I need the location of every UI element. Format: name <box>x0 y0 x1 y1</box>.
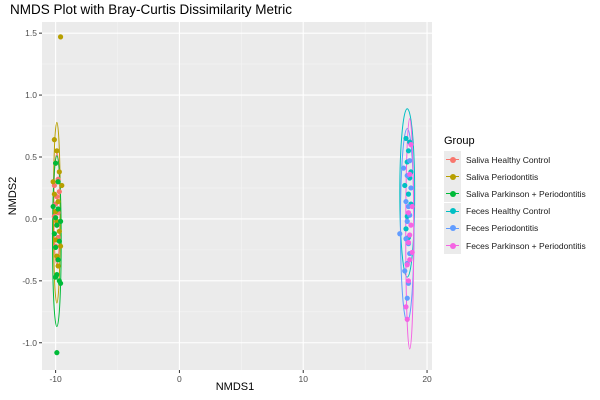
y-tick-label: 1.0 <box>25 90 37 100</box>
x-tick-label: 10 <box>299 374 309 384</box>
y-tick-label: -1.0 <box>22 338 37 348</box>
data-point <box>50 179 56 185</box>
data-point <box>50 203 56 210</box>
y-tick-label: -0.5 <box>22 276 37 286</box>
data-point <box>405 203 412 210</box>
legend-items: Saliva Healthy Control Saliva Periodontit… <box>444 151 586 255</box>
legend-label: Feces Healthy Control <box>466 206 551 217</box>
data-point <box>405 148 412 154</box>
data-point <box>57 218 64 224</box>
y-tick-label: 0.5 <box>25 152 37 162</box>
y-tick-label: 1.5 <box>25 28 37 38</box>
legend-label: Saliva Parkinson + Periodontitis <box>466 188 586 199</box>
legend-dot <box>449 208 456 215</box>
data-point <box>408 222 414 228</box>
data-point <box>51 231 57 237</box>
legend-item: Feces Healthy Control <box>444 202 586 220</box>
data-point <box>57 280 64 286</box>
data-point <box>56 238 62 244</box>
legend-key <box>444 185 461 203</box>
data-point <box>59 182 65 189</box>
confidence-ellipse <box>405 118 415 350</box>
data-point <box>53 244 59 250</box>
data-point <box>56 189 62 195</box>
x-tick-label: 20 <box>422 374 432 384</box>
legend-key <box>444 202 461 220</box>
data-point <box>57 34 64 40</box>
data-point <box>408 185 414 191</box>
data-point <box>55 206 61 212</box>
plot-panel <box>42 22 432 370</box>
legend-item: Feces Parkinson + Periodontitis <box>444 237 586 255</box>
chart-title: NMDS Plot with Bray-Curtis Dissimilarity… <box>10 2 293 17</box>
data-point <box>53 215 59 221</box>
data-point <box>404 218 410 224</box>
data-point <box>409 203 415 210</box>
y-axis-label: NMDS2 <box>7 176 19 216</box>
data-point <box>54 222 60 228</box>
data-point <box>57 243 64 249</box>
data-point <box>55 179 61 185</box>
data-point <box>54 350 60 356</box>
legend-item: Feces Periodontitis <box>444 219 586 237</box>
legend-dot <box>449 173 456 180</box>
legend-key <box>444 237 461 255</box>
data-point <box>51 191 57 197</box>
legend-key <box>444 168 461 186</box>
data-point <box>405 191 412 197</box>
data-point <box>56 228 62 234</box>
legend-label: Feces Periodontitis <box>466 223 539 234</box>
data-point <box>53 160 59 166</box>
data-point <box>405 239 412 246</box>
data-point <box>407 232 413 238</box>
data-point <box>407 158 413 164</box>
legend-item: Saliva Parkinson + Periodontitis <box>444 185 586 203</box>
data-point <box>408 142 414 148</box>
data-point <box>403 304 409 310</box>
data-point <box>53 274 59 280</box>
data-point <box>397 231 403 237</box>
data-point <box>403 236 409 242</box>
data-point <box>55 198 61 205</box>
data-point <box>403 135 409 142</box>
data-point <box>407 171 413 177</box>
data-point <box>55 263 61 269</box>
x-axis-label: NMDS1 <box>215 381 255 393</box>
legend-dot <box>449 225 456 232</box>
legend-key <box>444 151 461 169</box>
data-point <box>402 182 408 189</box>
data-point <box>409 249 415 255</box>
legend-dot <box>449 156 456 163</box>
data-point <box>403 198 409 205</box>
legend-dot <box>449 242 456 249</box>
data-point <box>54 148 60 154</box>
data-point <box>400 165 407 171</box>
data-point <box>55 257 61 263</box>
data-point <box>56 169 62 175</box>
data-point <box>404 295 410 301</box>
confidence-ellipse <box>399 108 416 278</box>
legend-key <box>444 219 461 237</box>
legend-title: Group <box>444 135 475 147</box>
data-point <box>405 210 412 216</box>
legend-label: Feces Parkinson + Periodontitis <box>466 240 586 251</box>
legend-label: Saliva Periodontitis <box>466 171 539 182</box>
legend-item: Saliva Healthy Control <box>444 151 586 169</box>
x-tick-label: -10 <box>49 374 62 384</box>
legend-dot <box>449 190 456 197</box>
x-tick-label: 0 <box>177 374 182 384</box>
data-point <box>403 226 409 232</box>
legend-item: Saliva Periodontitis <box>444 168 586 186</box>
legend-label: Saliva Healthy Control <box>466 154 551 165</box>
y-tick-label: 0.0 <box>25 214 37 224</box>
data-point <box>51 137 57 143</box>
data-point <box>404 262 410 268</box>
data-point <box>402 268 408 274</box>
data-point <box>407 257 413 263</box>
data-point <box>404 316 410 322</box>
legend: Group Saliva Healthy Control Saliva Perio… <box>444 135 586 255</box>
data-point <box>405 278 412 284</box>
